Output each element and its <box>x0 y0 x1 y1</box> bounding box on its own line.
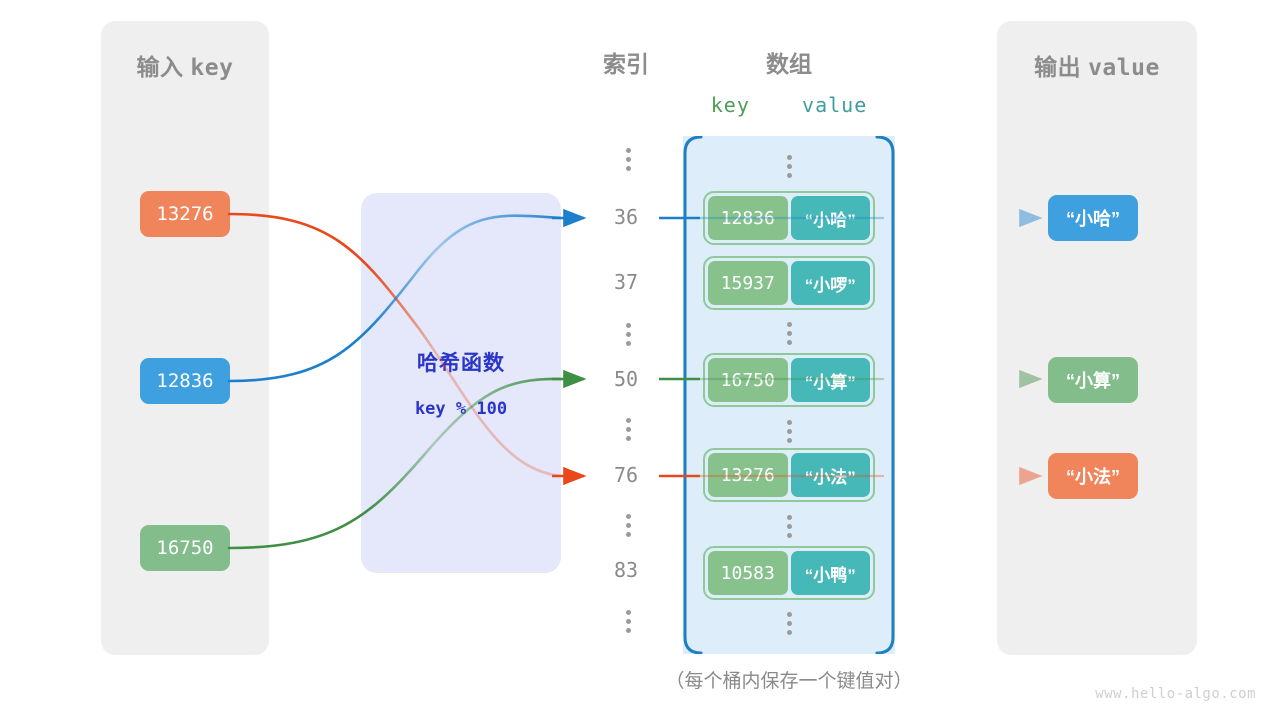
bucket-value: “小啰” <box>790 261 870 305</box>
output-value-box-xiaosuan[interactable]: “小算” <box>1048 357 1138 403</box>
array-ellipsis-icon <box>782 322 796 345</box>
array-ellipsis-icon <box>782 420 796 443</box>
hash-function-box <box>361 193 561 573</box>
array-value-label: value <box>802 93 868 117</box>
input-key-label: 12836 <box>156 370 214 392</box>
output-panel-title: 输出 value <box>997 48 1197 82</box>
bucket-key: 15937 <box>708 261 788 305</box>
output-value-box-xiaoha[interactable]: “小哈” <box>1048 195 1138 241</box>
output-value-label: “小哈” <box>1066 209 1120 229</box>
output-panel-title-cjk: 输出 <box>1034 54 1082 80</box>
input-key-box-13276[interactable]: 13276 <box>140 191 230 237</box>
input-key-label: 13276 <box>156 203 214 225</box>
bucket-value: “小法” <box>790 453 870 497</box>
index-ellipsis-icon <box>621 418 635 441</box>
bucket-15937[interactable]: 15937 “小啰” <box>703 256 875 310</box>
bucket-key: 10583 <box>708 551 788 595</box>
array-kv-header: key value <box>683 93 895 117</box>
bucket-13276[interactable]: 13276 “小法” <box>703 448 875 502</box>
array-ellipsis-icon <box>782 612 796 635</box>
array-bracket-outline <box>683 136 895 654</box>
array-ellipsis-icon <box>782 155 796 178</box>
bucket-value: “小哈” <box>790 196 870 240</box>
input-key-box-16750[interactable]: 16750 <box>140 525 230 571</box>
bucket-value: “小算” <box>790 358 870 402</box>
index-label-76: 76 <box>613 463 639 487</box>
bucket-key: 13276 <box>708 453 788 497</box>
bucket-value: “小鸭” <box>790 551 870 595</box>
array-key-label: key <box>710 93 750 117</box>
index-ellipsis-icon <box>621 148 635 171</box>
output-panel-title-mono: value <box>1088 55 1160 81</box>
output-value-label: “小法” <box>1066 467 1120 487</box>
index-column-heading: 索引 <box>603 51 649 77</box>
index-label-50: 50 <box>613 367 639 391</box>
index-label-36: 36 <box>613 205 639 229</box>
output-value-label: “小算” <box>1066 371 1120 391</box>
index-ellipsis-icon <box>621 323 635 346</box>
bucket-key: 16750 <box>708 358 788 402</box>
output-value-panel: 输出 value <box>997 21 1197 655</box>
input-key-box-12836[interactable]: 12836 <box>140 358 230 404</box>
index-label-37: 37 <box>613 270 639 294</box>
bucket-key: 12836 <box>708 196 788 240</box>
array-column-heading: 数组 <box>766 51 812 77</box>
array-ellipsis-icon <box>782 515 796 538</box>
index-label-83: 83 <box>613 558 639 582</box>
input-panel-title: 输入 key <box>101 48 269 82</box>
input-panel-title-mono: key <box>190 55 234 81</box>
input-panel-title-cjk: 输入 <box>136 54 184 80</box>
bucket-12836[interactable]: 12836 “小哈” <box>703 191 875 245</box>
site-watermark: www.hello-algo.com <box>1095 686 1256 702</box>
output-value-box-xiaofa[interactable]: “小法” <box>1048 453 1138 499</box>
index-ellipsis-icon <box>621 514 635 537</box>
input-key-label: 16750 <box>156 537 214 559</box>
bucket-10583[interactable]: 10583 “小鸭” <box>703 546 875 600</box>
bucket-16750[interactable]: 16750 “小算” <box>703 353 875 407</box>
diagram-caption: （每个桶内保存一个键值对） <box>665 671 913 692</box>
index-ellipsis-icon <box>621 610 635 633</box>
